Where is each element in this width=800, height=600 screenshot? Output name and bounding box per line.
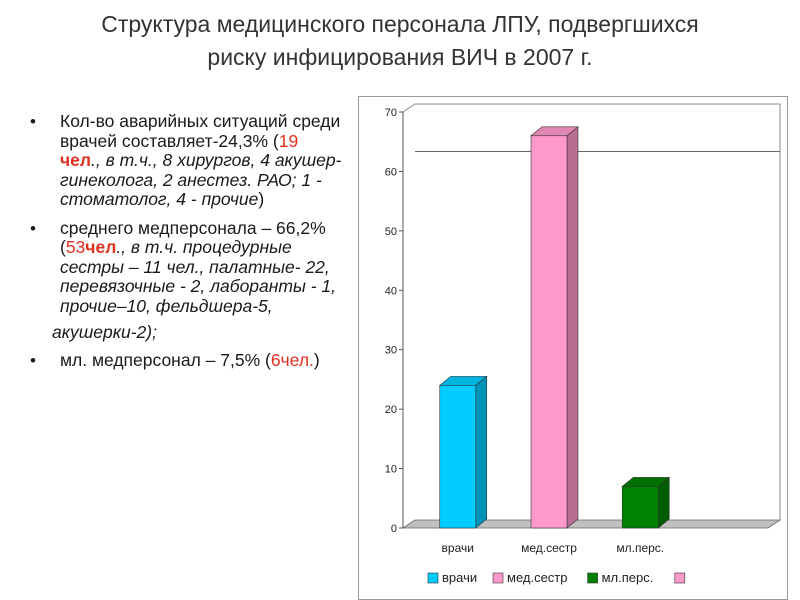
bullet-doctors: • Кол-во аварийных ситуаций среди врачей… (26, 111, 356, 210)
bar-side (475, 375, 488, 529)
bullet-nurses-text: среднего медперсонала – 66,2% ( (60, 217, 326, 257)
y-tick-label: 30 (385, 345, 397, 357)
bullet-doctors-count: 19 (278, 130, 299, 151)
bullet-doctors-close: ) (258, 189, 265, 209)
bullet-doctors-text: Кол-во аварийных ситуаций среди врачей с… (60, 111, 341, 151)
bar-chart: 0 10 20 30 40 50 60 70 врачи мед.сестр мл.перс. вр… (358, 96, 788, 600)
legend-swatch (674, 572, 686, 584)
y-tick-label: 50 (385, 226, 397, 238)
bullet-marker: • (30, 112, 36, 131)
category-label: мл.перс. (616, 541, 664, 555)
bullet-nurses-continuation: акушерки-2); (52, 322, 157, 342)
bullet-nurses: • среднего медперсонала – 66,2% (53чел.,… (26, 217, 356, 317)
bar (439, 385, 477, 529)
bar-side (566, 126, 579, 529)
y-tick-label: 70 (385, 107, 397, 119)
bullet-junior-text: мл. медперсонал – 7,5% ( (60, 349, 271, 370)
y-tick-label: 40 (385, 285, 397, 297)
bullet-doctors-detail: ., в т.ч., 8 хирургов, 4 акушер-гинеколо… (60, 150, 342, 209)
bullet-doctors-unit: чел (60, 150, 92, 170)
y-tick-label: 60 (385, 166, 397, 178)
bullet-marker: • (30, 218, 36, 238)
legend-swatch (427, 572, 439, 584)
slide-title: Структура медицинского персонала ЛПУ, по… (20, 8, 780, 74)
bullet-junior: • мл. медперсонал – 7,5% (6чел.) (26, 349, 356, 371)
bullet-nurses-unit: чел (85, 237, 117, 257)
legend-label: врачи (442, 570, 477, 585)
bullet-nurses-count: 53 (65, 237, 86, 257)
category-label: мед.сестр (521, 541, 577, 555)
y-tick-label: 20 (385, 404, 397, 416)
legend-swatch (492, 572, 504, 584)
legend-label: мед.сестр (507, 570, 568, 585)
bullet-list: • Кол-во аварийных ситуаций среди врачей… (26, 111, 356, 379)
bullet-nurses-detail: ., в т.ч. процедурные сестры – 11 чел., … (60, 237, 336, 316)
bullet-junior-close: ) (313, 349, 320, 370)
legend-swatch (587, 572, 598, 584)
bullet-junior-count: 6чел. (270, 349, 314, 370)
title-line-1: Структура медицинского персонала ЛПУ, по… (101, 11, 699, 37)
bar (621, 486, 659, 529)
bullet-marker: • (30, 350, 36, 370)
y-tick-label: 0 (391, 523, 397, 535)
category-label: врачи (442, 541, 474, 555)
chart-legend: врачи мед.сестр мл.перс. (427, 570, 686, 585)
legend-label: мл.перс. (602, 570, 654, 585)
bar (530, 135, 568, 529)
title-line-2: риску инфицирования ВИЧ в 2007 г. (207, 44, 593, 70)
plot-area: 0 10 20 30 40 50 60 70 врачи мед.сестр мл.перс. (385, 103, 782, 555)
y-tick-label: 10 (385, 464, 397, 476)
